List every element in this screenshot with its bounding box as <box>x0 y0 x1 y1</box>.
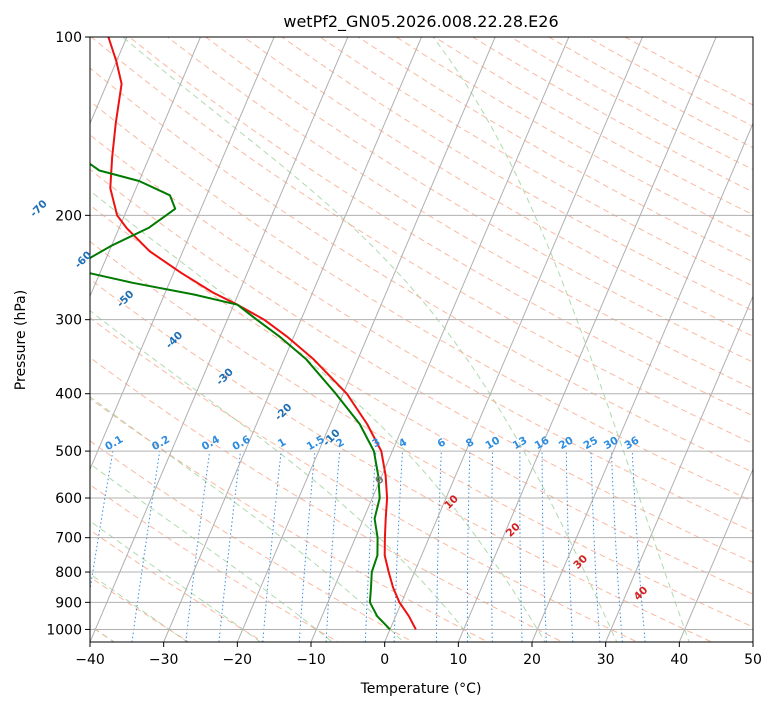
isotherm <box>457 37 717 642</box>
dry-adiabat <box>90 168 753 564</box>
y-tick-label: 900 <box>55 595 82 611</box>
y-tick-label: 600 <box>55 491 82 507</box>
dry-adiabat <box>90 317 639 642</box>
isotherm <box>90 37 128 125</box>
x-tick-label: 0 <box>380 652 389 668</box>
isotherm <box>90 37 202 298</box>
plot-area <box>90 37 753 642</box>
dry-adiabat <box>90 100 753 503</box>
x-tick-label: −10 <box>296 652 326 668</box>
x-axis-label: Temperature (°C) <box>360 681 482 697</box>
plot-frame <box>89 36 754 643</box>
isotherm <box>678 467 753 642</box>
y-tick-label: 1000 <box>46 622 82 638</box>
dry-adiabat <box>90 241 753 628</box>
isotherm <box>90 37 349 642</box>
x-tick-label: 30 <box>597 652 615 668</box>
y-tick-label: 800 <box>55 565 82 581</box>
x-axis: −40 −30 −20 −10 0 10 20 30 40 50 <box>75 642 762 668</box>
dry-adiabat <box>90 484 340 642</box>
chart-title: wetPf2_GN05.2026.008.22.28.E26 <box>283 12 558 32</box>
x-tick-label: 20 <box>523 652 541 668</box>
y-tick-label: 100 <box>55 30 82 46</box>
dry-adiabat <box>90 278 713 642</box>
y-axis: 100 200 300 400 500 600 700 800 900 1000 <box>46 30 90 638</box>
dry-adiabat <box>90 356 564 642</box>
isotherm <box>384 37 644 642</box>
y-axis-label: Pressure (hPa) <box>13 290 29 390</box>
isotherm <box>90 37 275 471</box>
y-tick-label: 500 <box>55 444 82 460</box>
dry-adiabat <box>90 204 753 595</box>
x-tick-label: −40 <box>75 652 105 668</box>
dewpoint-line <box>90 162 391 631</box>
dry-adiabat <box>166 37 753 390</box>
dry-adiabat <box>242 37 753 337</box>
dry-adiabat <box>128 37 753 417</box>
dry-adiabat <box>90 67 753 473</box>
dry-adiabat <box>90 397 489 642</box>
isotherm <box>163 37 423 642</box>
moist-adiabat <box>90 573 189 642</box>
x-tick-label: −30 <box>149 652 179 668</box>
y-tick-label: 400 <box>55 387 82 403</box>
x-tick-label: 40 <box>670 652 688 668</box>
isotherm <box>605 295 753 642</box>
y-tick-label: 300 <box>55 313 82 329</box>
isotherm <box>310 37 570 642</box>
x-tick-label: 10 <box>449 652 467 668</box>
x-tick-label: 50 <box>744 652 762 668</box>
isotherm <box>236 37 496 642</box>
dry-adiabat <box>281 37 753 312</box>
y-tick-label: 700 <box>55 531 82 547</box>
isotherm <box>531 122 753 642</box>
dry-adiabat <box>90 529 265 642</box>
moist-adiabat <box>90 520 262 642</box>
x-tick-label: −20 <box>223 652 253 668</box>
y-tick-label: 200 <box>55 208 82 224</box>
